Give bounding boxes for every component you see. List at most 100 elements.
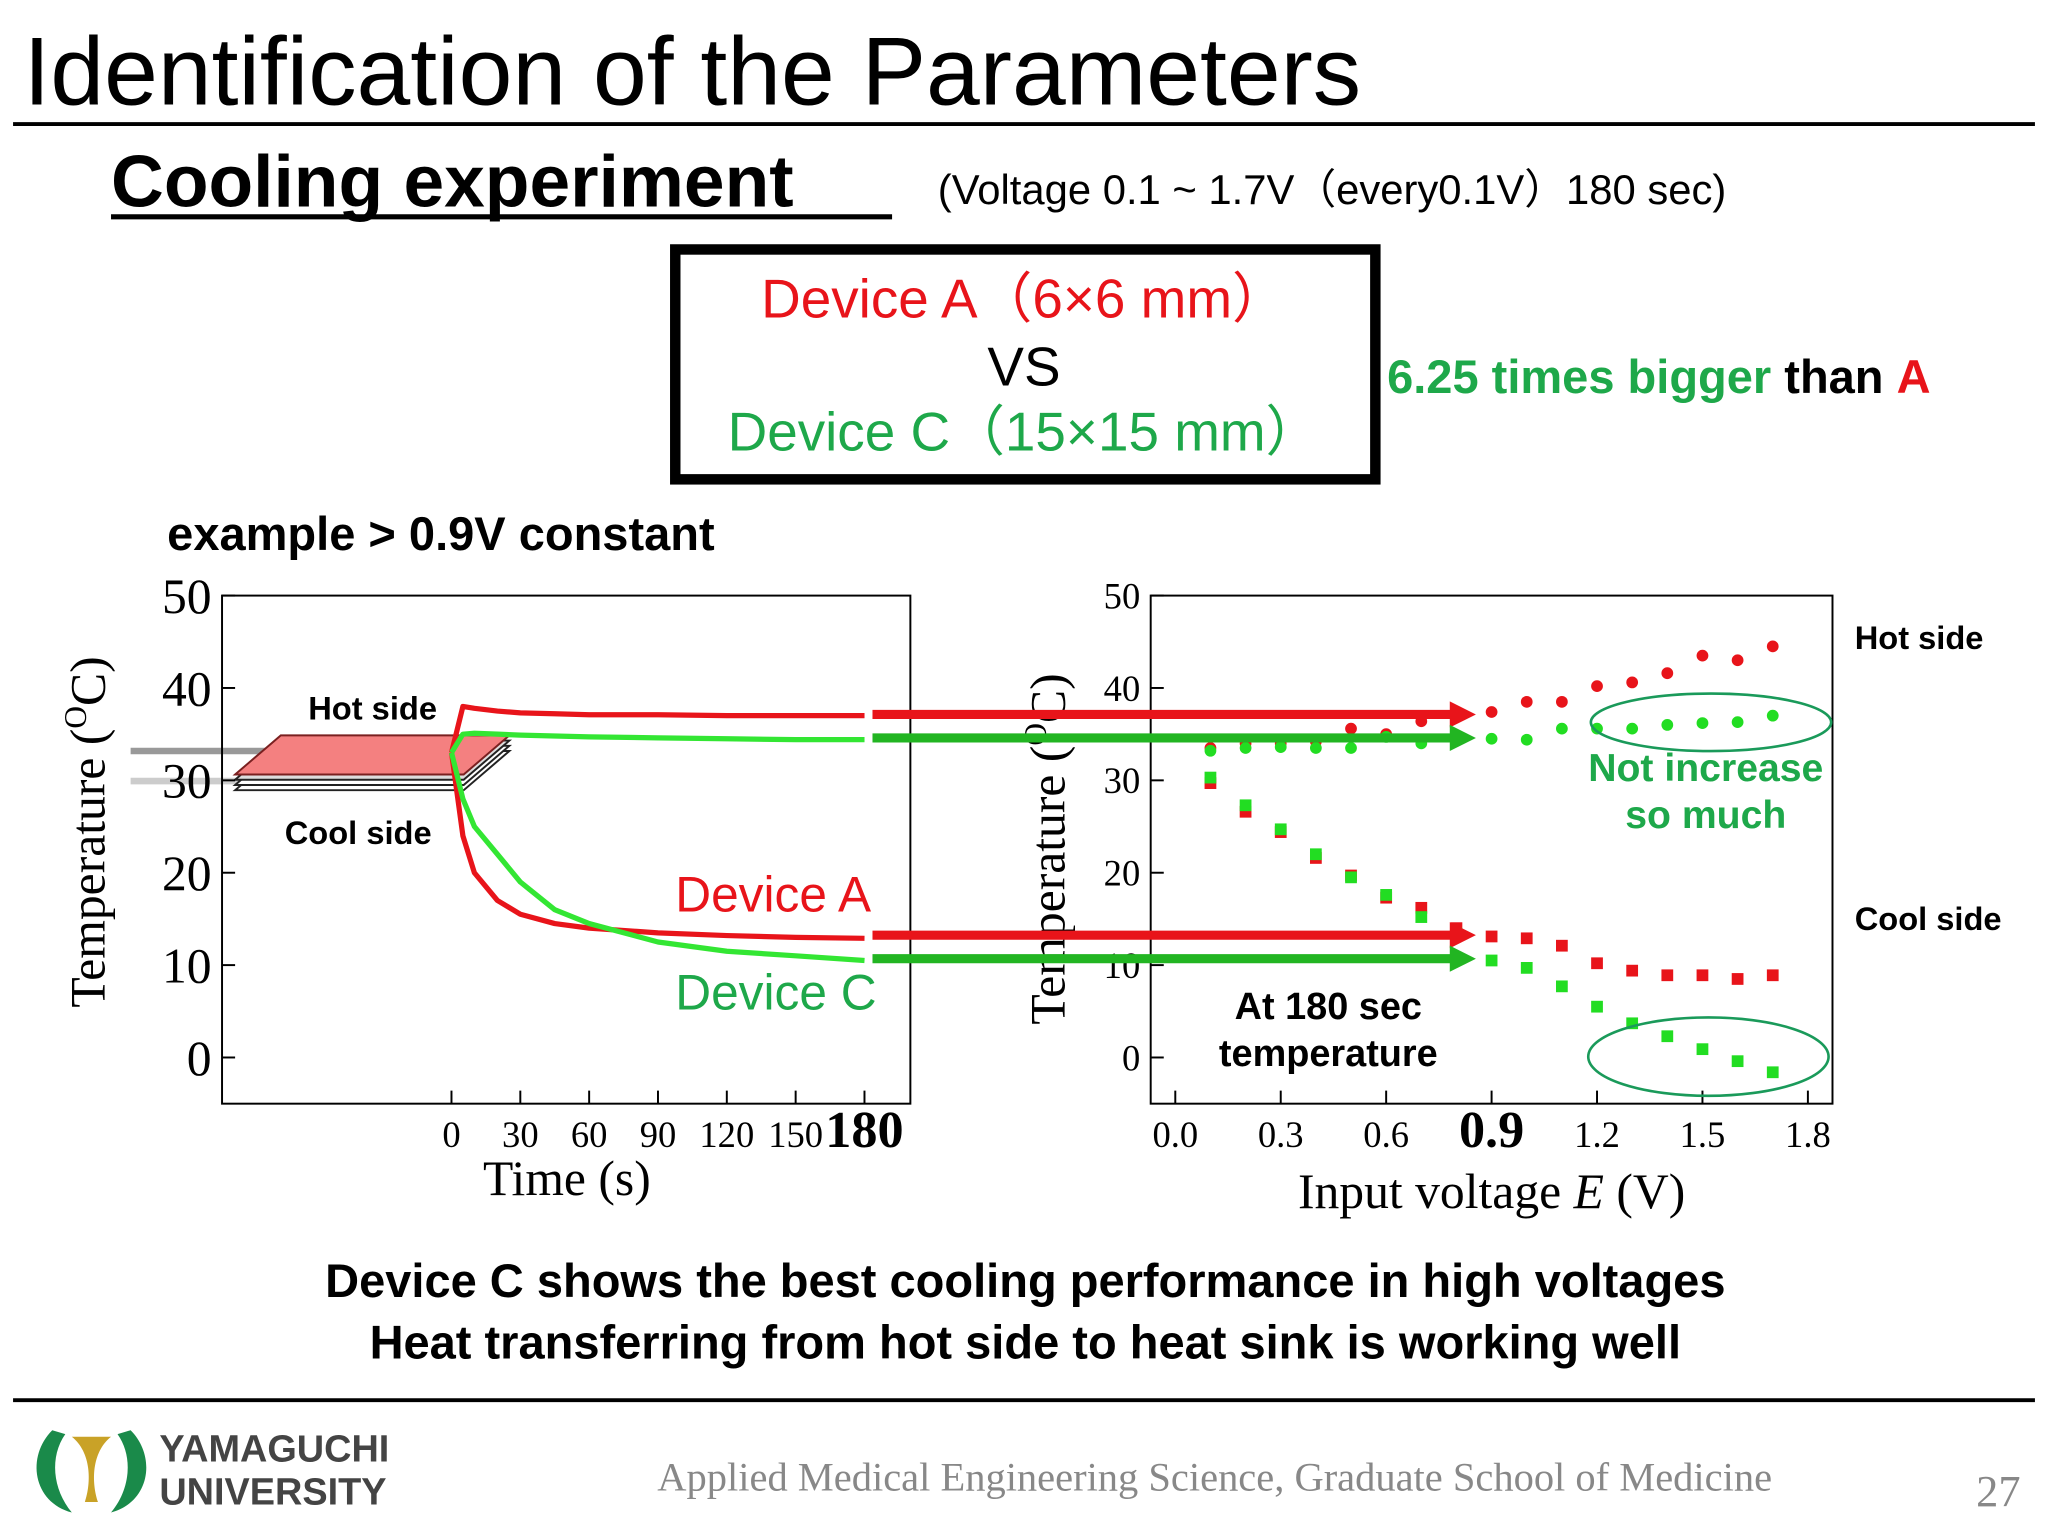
cool-point — [1696, 969, 1709, 982]
annotation: Hot side — [1855, 619, 1984, 656]
x-axis-label: Time (s) — [483, 1151, 651, 1206]
vs: VS — [987, 335, 1060, 397]
x-tick-label: 150 — [768, 1114, 823, 1155]
y-tick-label: 50 — [162, 569, 212, 624]
hot-point — [1309, 742, 1322, 754]
hot-point — [1731, 654, 1744, 667]
annotation: Not increase — [1588, 747, 1823, 790]
line-series — [448, 703, 865, 754]
y-tick-label: 40 — [1104, 668, 1141, 709]
annotation: temperature — [1219, 1033, 1438, 1075]
device-c: Device C（15×15 mm） — [728, 401, 1321, 463]
y-axis-label: Temperature (OC) — [58, 656, 115, 1007]
y-tick-label: 50 — [1104, 575, 1141, 616]
title: Identification of the Parameters — [24, 18, 1362, 125]
cool-point — [1415, 911, 1428, 923]
logo-text: YAMAGUCHI — [159, 1429, 389, 1471]
y-tick-label: 10 — [162, 938, 212, 993]
cool-point — [1626, 964, 1639, 977]
legend-label: Device C — [675, 965, 876, 1021]
y-tick-label: 30 — [162, 754, 212, 809]
y-tick-label: 30 — [1104, 760, 1141, 801]
cool-point — [1520, 932, 1533, 945]
y-axis-label-sup: O — [58, 706, 93, 729]
hot-point — [1204, 744, 1217, 757]
cool-point — [1239, 805, 1252, 818]
hot-point — [1556, 722, 1568, 735]
hot-point — [1696, 717, 1709, 729]
x-axis-label: Input voltage E (V) — [1298, 1164, 1685, 1219]
department: Applied Medical Engineering Science, Gra… — [657, 1454, 1772, 1499]
hot-point — [1239, 742, 1252, 754]
cool-point — [1556, 939, 1568, 952]
cool-point — [1204, 771, 1217, 784]
cool-point — [1626, 1017, 1639, 1030]
hot-point — [1766, 640, 1779, 653]
line-series — [448, 751, 865, 964]
cool-point — [1731, 973, 1744, 985]
subtitle: Cooling experiment — [111, 141, 794, 222]
cool-point — [1274, 823, 1287, 836]
hot-point — [1661, 667, 1674, 680]
hot-point — [1766, 709, 1779, 722]
y-tick-label: 10 — [1104, 945, 1141, 986]
x-tick-label: 60 — [571, 1114, 608, 1155]
cool-point — [1591, 957, 1603, 970]
hot-point — [1485, 706, 1498, 718]
hot-point — [1520, 733, 1533, 746]
size-note-part: 6.25 times bigger — [1387, 350, 1771, 403]
cool-point — [1766, 969, 1779, 982]
hot-point — [1661, 719, 1674, 731]
cool-point — [1485, 930, 1498, 943]
cool-point — [1556, 980, 1568, 993]
cool-point — [1661, 969, 1674, 982]
x-tick-label: 1.2 — [1574, 1114, 1620, 1155]
size-note-part: A — [1897, 350, 1931, 403]
hot-point — [1696, 649, 1709, 662]
arrows — [872, 701, 1476, 972]
x-tick-label: 0 — [442, 1114, 460, 1155]
legend-label: Device A — [675, 867, 871, 923]
cool-point — [1661, 1030, 1674, 1043]
x-tick-label: 0.0 — [1152, 1114, 1198, 1155]
size-note-part: than — [1771, 350, 1896, 403]
cool-point — [1309, 848, 1322, 861]
comparison-box — [670, 244, 1381, 485]
x-tick-label: 90 — [640, 1114, 677, 1155]
annotation: Hot side — [308, 690, 437, 727]
x-tick-label: 0.9 — [1459, 1101, 1524, 1159]
y-axis-label-part: C) — [60, 656, 115, 706]
highlight-ellipse — [1589, 692, 1833, 753]
y-tick-label: 20 — [1104, 853, 1141, 894]
hot-point — [1591, 722, 1603, 735]
y-tick-label: 0 — [187, 1031, 212, 1086]
hot-point — [1556, 695, 1568, 708]
hot-point — [1731, 716, 1744, 729]
x-tick-label: 1.5 — [1680, 1114, 1726, 1155]
annotation: so much — [1625, 794, 1786, 837]
annotation: Cool side — [285, 814, 432, 851]
x-tick-label: 120 — [699, 1114, 754, 1155]
y-tick-label: 0 — [1122, 1037, 1140, 1078]
cool-point — [1485, 954, 1498, 967]
hot-point — [1626, 676, 1639, 689]
x-tick-label: 1.8 — [1785, 1114, 1831, 1155]
hot-point — [1485, 732, 1498, 745]
cool-point — [1345, 871, 1357, 884]
plot-frame — [221, 594, 912, 1105]
cool-point — [1239, 799, 1252, 812]
hot-point — [1591, 680, 1603, 693]
device-a: Device A（6×6 mm） — [761, 267, 1287, 329]
page-number: 27 — [1976, 1466, 2020, 1516]
y-axis-label-part: Temperature ( — [1020, 746, 1075, 1025]
y-axis-label-part: Temperature ( — [60, 729, 115, 1008]
size-note: 6.25 times bigger than A — [1387, 350, 1930, 403]
x-axis-label-part: Input voltage — [1298, 1164, 1574, 1219]
device-illustration — [232, 734, 513, 792]
x-axis-label-part: (V) — [1604, 1164, 1685, 1219]
y-tick-label: 40 — [162, 661, 212, 716]
line-series — [448, 752, 865, 941]
cool-point — [1766, 1066, 1779, 1079]
x-tick-label: 0.6 — [1363, 1114, 1409, 1155]
